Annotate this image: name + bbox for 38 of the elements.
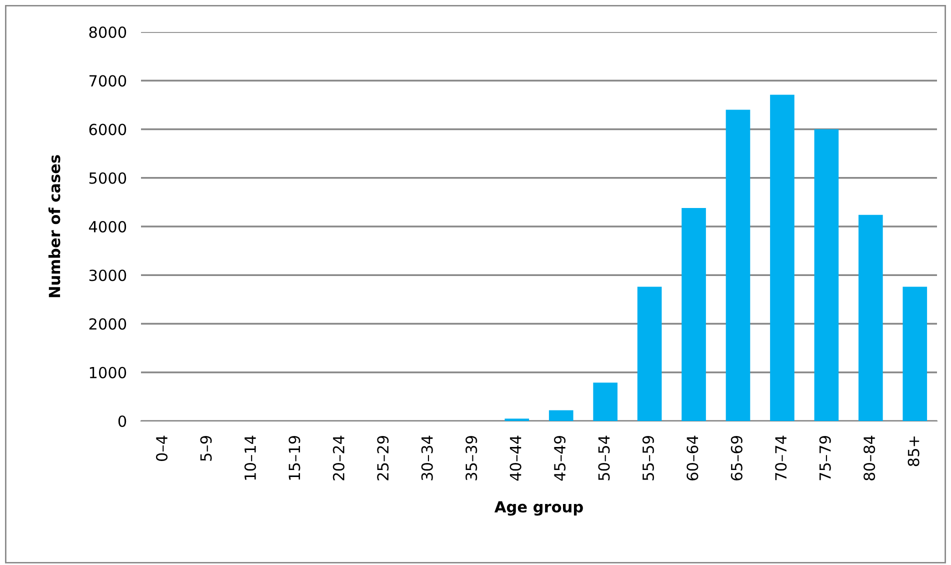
y-axis-title: Number of cases (48, 155, 60, 298)
x-tick-label: 40–44 (510, 436, 522, 481)
y-tick-label: 4000 (88, 220, 126, 233)
y-tick-label: 8000 (89, 26, 126, 38)
x-tick-label: 75–79 (819, 436, 831, 480)
x-tick-label: 55–59 (642, 436, 654, 480)
bar (637, 286, 662, 421)
x-axis-title: Age group (494, 501, 583, 516)
bar (858, 214, 883, 421)
x-tick-label: 5–9 (200, 436, 212, 461)
y-tick-label: 2000 (89, 318, 126, 330)
bar (726, 110, 750, 421)
y-tick-label: 0 (118, 415, 126, 428)
bar (593, 382, 618, 421)
bar (770, 94, 794, 421)
x-tick-label: 85+ (908, 436, 920, 466)
bar (814, 129, 839, 421)
x-tick-label: 60–64 (686, 436, 698, 480)
y-tick-label: 7000 (89, 75, 126, 87)
x-tick-label: 15–19 (288, 436, 300, 480)
x-tick-label: 80–84 (864, 436, 876, 480)
x-tick-label: 70–74 (775, 436, 787, 480)
x-tick-label: 25–29 (377, 436, 389, 480)
y-tick-label: 1000 (90, 366, 126, 378)
x-tick-label: 10–14 (244, 436, 256, 480)
y-tick-label: 6000 (89, 124, 126, 136)
x-tick-label: 45–49 (554, 436, 566, 481)
x-tick-label: 20–24 (332, 436, 344, 480)
bar (902, 286, 928, 421)
x-tick-label: 35–39 (466, 436, 478, 480)
bar (682, 208, 706, 421)
x-tick-label: 30–34 (421, 436, 433, 480)
x-tick-label: 0–4 (156, 436, 168, 461)
bar (548, 410, 574, 421)
y-tick-label: 5000 (89, 172, 126, 184)
y-tick-label: 3000 (89, 270, 126, 282)
x-tick-label: 65–69 (730, 436, 742, 480)
x-tick-label: 50–54 (598, 436, 610, 480)
